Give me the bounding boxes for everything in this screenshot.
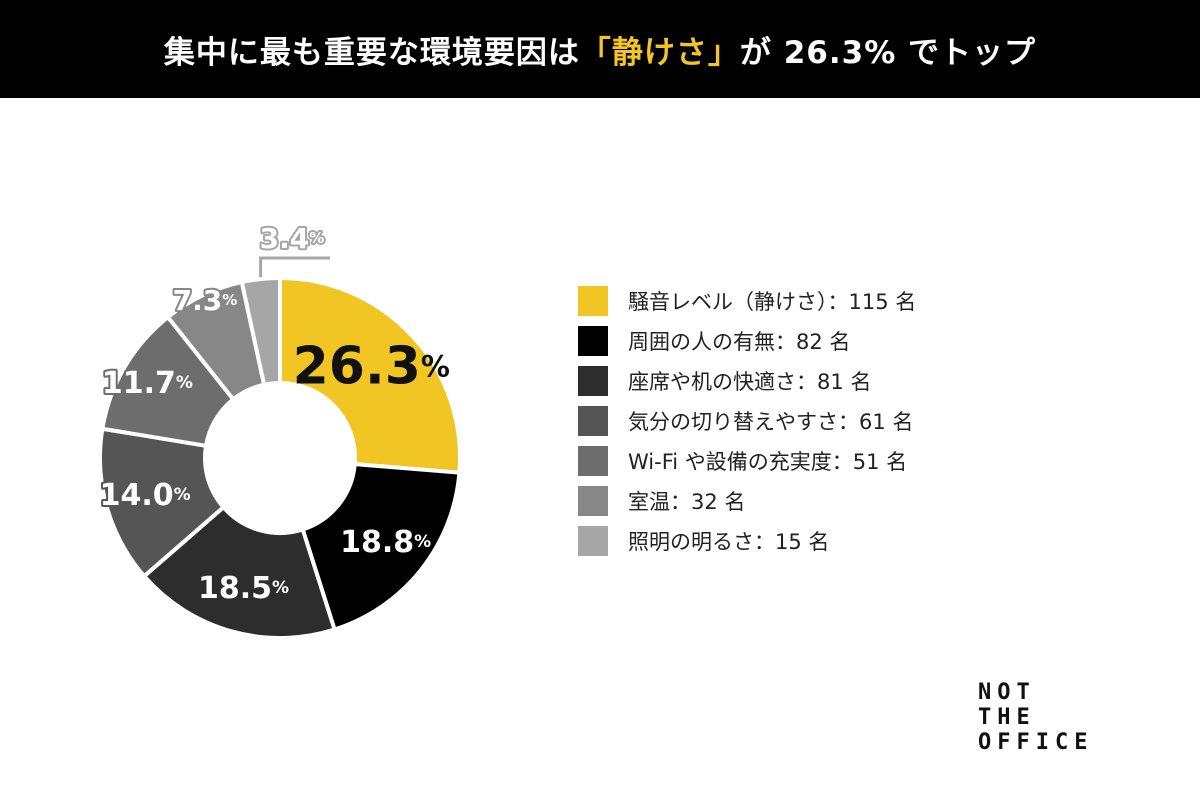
percent-sign: % <box>222 291 237 309</box>
percent-sign: % <box>176 373 193 393</box>
page-title: 集中に最も重要な環境要因は 「静けさ」 が 26.3% でトップ <box>0 0 1200 98</box>
title-suffix: が 26.3% でトップ <box>739 34 1037 71</box>
legend-item: 気分の切り替えやすさ：61 名 <box>578 401 916 441</box>
logo-line-3: OFFICE <box>978 730 1094 755</box>
legend-swatch <box>578 446 608 476</box>
legend-item: 座席や机の快適さ：81 名 <box>578 361 916 401</box>
slice-label-5: 11.7% <box>102 366 193 401</box>
donut-slice-2 <box>300 462 462 632</box>
slice-value: 18.8 <box>340 525 414 560</box>
donut-slice-3 <box>142 505 337 640</box>
logo-line-1: NOT <box>978 680 1036 705</box>
legend-swatch <box>578 526 608 556</box>
title-highlight: 「静けさ」 <box>579 34 740 71</box>
slice-label-1: 26.3% <box>293 337 450 397</box>
slice-label-7: 3.4% <box>260 222 325 255</box>
legend-label: Wi-Fi や設備の充実度：51 名 <box>628 450 908 474</box>
legend-item: Wi-Fi や設備の充実度：51 名 <box>578 441 916 481</box>
legend-label: 気分の切り替えやすさ：61 名 <box>628 410 914 434</box>
legend-item: 騒音レベル（静けさ）：115 名 <box>578 281 916 321</box>
donut-slice-4 <box>98 426 226 579</box>
slice-label-2: 18.8% <box>340 525 431 560</box>
slice-value: 11.7 <box>102 366 176 401</box>
legend-label: 座席や机の快適さ：81 名 <box>628 370 872 394</box>
percent-sign: % <box>414 532 431 552</box>
legend-swatch <box>578 486 608 516</box>
slice-value: 14.0 <box>100 477 174 512</box>
legend-swatch <box>578 326 608 356</box>
legend-label: 照明の明るさ：15 名 <box>628 530 830 554</box>
legend-item: 室温：32 名 <box>578 481 916 521</box>
leader-line <box>259 256 330 278</box>
percent-sign: % <box>272 578 289 598</box>
brand-logo: NOT THE OFFICE <box>978 680 1093 755</box>
percent-sign: % <box>174 485 191 505</box>
slice-value: 18.5 <box>198 570 272 605</box>
donut-slice-1 <box>278 276 462 475</box>
legend-swatch <box>578 366 608 396</box>
legend-label: 騒音レベル（静けさ）：115 名 <box>628 290 917 314</box>
title-prefix: 集中に最も重要な環境要因は <box>163 34 580 71</box>
chart-legend: 騒音レベル（静けさ）：115 名周囲の人の有無：82 名座席や机の快適さ：81 … <box>578 281 916 561</box>
slice-value: 3.4 <box>260 222 310 255</box>
legend-item: 周囲の人の有無：82 名 <box>578 321 916 361</box>
slice-label-4: 14.0% <box>100 477 191 512</box>
legend-swatch <box>578 286 608 316</box>
legend-label: 室温：32 名 <box>628 490 746 514</box>
percent-sign: % <box>421 350 450 384</box>
slice-value: 26.3 <box>293 337 421 397</box>
legend-item: 照明の明るさ：15 名 <box>578 521 916 561</box>
slice-label-6: 7.3% <box>173 283 238 316</box>
legend-swatch <box>578 406 608 436</box>
slice-value: 7.3 <box>173 283 223 316</box>
donut-slice-7 <box>239 276 282 387</box>
legend-label: 周囲の人の有無：82 名 <box>628 330 851 354</box>
slice-label-3: 18.5% <box>198 570 289 605</box>
percent-sign: % <box>309 229 324 247</box>
logo-line-2: THE <box>978 705 1036 730</box>
donut-chart: 26.3%18.8%18.5%14.0%11.7%7.3%3.4% <box>98 220 462 640</box>
